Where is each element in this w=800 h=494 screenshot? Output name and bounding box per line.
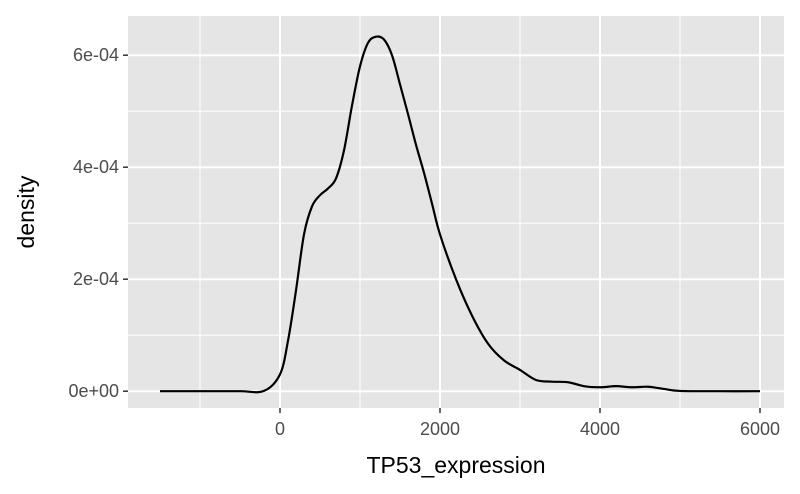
y-tick-label: 0e+00	[68, 381, 119, 401]
minor-gridlines	[128, 16, 784, 408]
x-tick-label: 2000	[420, 419, 460, 439]
y-axis-ticks: 0e+00 2e-04 4e-04 6e-04	[68, 45, 128, 401]
density-curve	[160, 35, 761, 394]
y-tick-label: 2e-04	[73, 269, 119, 289]
y-tick-label: 6e-04	[73, 45, 119, 65]
plot-panel	[128, 16, 784, 408]
x-tick-label: 6000	[740, 419, 780, 439]
x-tick-label: 0	[275, 419, 285, 439]
x-axis-title: TP53_expression	[367, 452, 546, 478]
y-axis-title: density	[13, 175, 39, 248]
x-tick-label: 4000	[580, 419, 620, 439]
y-tick-label: 4e-04	[73, 157, 119, 177]
x-axis-ticks: 0 2000 4000 6000	[275, 408, 780, 439]
